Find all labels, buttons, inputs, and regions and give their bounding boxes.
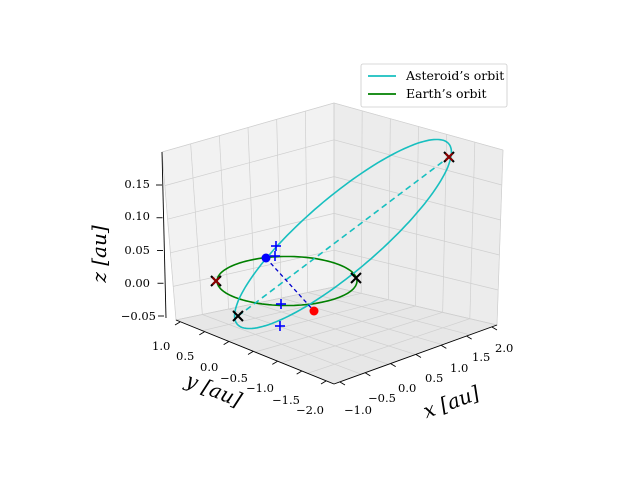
plus-marker <box>275 321 285 331</box>
x-tick-label: 0.0 <box>398 381 416 395</box>
y-tick-label: −0.5 <box>220 371 248 385</box>
grid-line-right-vertical <box>415 126 419 307</box>
asteroid-position-marker <box>309 306 319 316</box>
grid-line-left-horizontal <box>173 249 335 287</box>
z-tick-label: −0.05 <box>121 309 156 323</box>
y-tick-label: 0.0 <box>200 360 218 374</box>
ticks <box>156 184 498 386</box>
y-tick-labels: −2.0 −1.5 −1.0 −0.5 0.0 0.5 1.0 <box>152 339 324 417</box>
x-tick-label: 1.0 <box>450 361 468 375</box>
y-tick <box>174 321 181 326</box>
grid-line-floor-b <box>228 299 389 342</box>
y-tick <box>296 370 302 375</box>
x-tick-label: 2.0 <box>495 341 513 355</box>
grid-line-left-horizontal <box>164 139 335 186</box>
z-tick-label: 0.05 <box>124 243 150 257</box>
grid-line-right-horizontal <box>333 102 504 151</box>
z-tick-labels: −0.05 0.00 0.05 0.10 0.15 <box>121 177 156 323</box>
grid-line-floor-b <box>281 311 443 364</box>
z-axis-label: z [au] <box>87 225 111 284</box>
z-tick-label: 0.10 <box>124 209 150 223</box>
x-tick <box>339 381 346 386</box>
y-tick <box>199 331 205 336</box>
y-tick <box>272 360 278 365</box>
grid-line-right-horizontal <box>333 249 499 291</box>
x-tick-label: 0.5 <box>425 371 443 385</box>
grid-line-right-vertical <box>496 149 504 326</box>
grid-line-right-vertical <box>360 110 363 294</box>
dark-red-cross-marker <box>211 276 221 286</box>
earth-asteroid-dashed-line <box>265 257 315 312</box>
z-tick-label: 0.00 <box>124 276 150 290</box>
plus-marker <box>271 241 281 251</box>
earth-position-marker <box>261 253 271 263</box>
plus-marker <box>276 299 286 309</box>
grid-line-right-vertical <box>469 142 476 319</box>
grid-line-left-horizontal <box>161 102 335 153</box>
y-tick <box>247 351 254 355</box>
grid-line-right-vertical <box>387 118 391 300</box>
y-tick <box>223 341 229 346</box>
z-tick-label: 0.15 <box>124 177 150 191</box>
legend-box <box>360 63 508 108</box>
x-tick <box>491 326 498 331</box>
grid-line-right-vertical <box>442 134 448 313</box>
y-axis-line <box>175 319 335 385</box>
y-tick-label: −1.5 <box>272 393 300 407</box>
y-tick <box>320 380 327 385</box>
node-cross-marker <box>350 272 362 284</box>
z-axis-line <box>161 151 167 319</box>
axis-lines <box>161 151 498 385</box>
node-cross-marker <box>232 310 244 322</box>
grid-line-left-horizontal <box>167 176 335 220</box>
grid-line-left-vertical <box>161 151 177 321</box>
asteroid-orbit-line <box>233 138 453 330</box>
x-tick <box>365 372 371 377</box>
y-tick-label: 1.0 <box>152 339 170 353</box>
x-tick <box>466 335 472 340</box>
grid-line-left-horizontal <box>170 213 335 254</box>
x-axis-line <box>333 324 498 385</box>
x-tick-label: −0.5 <box>368 391 396 405</box>
x-tick-label: 1.5 <box>472 350 490 364</box>
x-tick <box>441 344 447 349</box>
grid-line-left-vertical <box>218 135 230 310</box>
grid-line-floor-b <box>307 318 470 374</box>
dark-red-cross-marker <box>444 152 454 162</box>
grid-line-left-vertical <box>276 119 282 299</box>
y-tick-label: 0.5 <box>176 349 194 363</box>
legend-label-earth: Earth’s orbit <box>406 86 487 101</box>
y-tick-label: −1.0 <box>246 381 274 395</box>
grid-line-right-horizontal <box>333 213 500 256</box>
x-axis-label: x [au] <box>420 381 483 423</box>
x-tick-labels: −1.0 −0.5 0.0 0.5 1.0 1.5 2.0 <box>344 341 513 417</box>
panes <box>161 102 504 385</box>
grid-line-left-vertical <box>304 111 309 293</box>
legend-label-asteroid: Asteroid’s orbit <box>405 68 504 83</box>
x-tick <box>390 363 396 368</box>
line-of-nodes <box>237 156 450 317</box>
grid-line-right-horizontal <box>333 176 501 221</box>
x-tick-label: −1.0 <box>344 403 372 417</box>
y-tick-label: −2.0 <box>296 403 324 417</box>
grid-line-right-horizontal <box>333 139 502 186</box>
cross-markers <box>210 151 455 331</box>
legend: Asteroid’s orbit Earth’s orbit <box>360 63 508 108</box>
plus-marker <box>270 251 280 261</box>
plot-area <box>210 138 455 331</box>
x-tick <box>415 354 422 358</box>
grid-line-floor-b <box>254 305 416 353</box>
grid-line-left-vertical <box>190 143 203 315</box>
